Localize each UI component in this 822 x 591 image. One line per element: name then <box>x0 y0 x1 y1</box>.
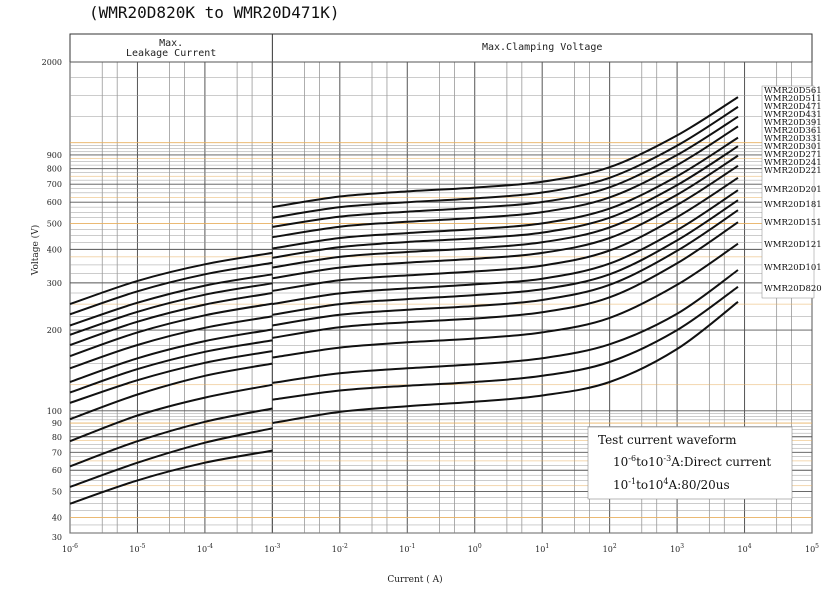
series-line-leakage-WMR20D151K <box>69 383 273 443</box>
series-label-WMR20D431K: WMR20D431K <box>764 110 822 120</box>
series-line-leakage-WMR20D361K <box>69 282 273 336</box>
y-tick-label: 300 <box>47 279 62 288</box>
series-line-leakage-WMR20D431K <box>69 261 273 316</box>
x-tick-label: 102 <box>603 543 617 554</box>
series-label-WMR20D301K: WMR20D301K <box>764 142 822 152</box>
y-tick-label: 2000 <box>42 58 62 67</box>
series-line-clamping-WMR20D181K <box>272 221 739 339</box>
series-line-clamping-WMR20D201K <box>272 209 739 327</box>
x-tick-label: 10-1 <box>399 543 415 554</box>
x-tick-label: 10-6 <box>62 543 78 554</box>
y-tick-label: 100 <box>47 407 62 416</box>
series-line-leakage-WMR20D101K <box>69 427 273 488</box>
legend-line-2: 10-6to10-3A:Direct current <box>613 454 771 469</box>
series-layer <box>69 96 739 505</box>
series-label-WMR20D511K: WMR20D511K <box>764 94 822 104</box>
series-label-WMR20D331K: WMR20D331K <box>764 134 822 144</box>
series-line-leakage-WMR20D271K <box>69 315 273 370</box>
series-label-layer: WMR20D820K WMR20D101K WMR20D121K WMR20D151K… <box>761 85 822 299</box>
series-label-WMR20D151K: WMR20D151K <box>764 218 822 228</box>
y-tick-label: 700 <box>47 180 62 189</box>
series-line-leakage-WMR20D241K <box>69 328 273 383</box>
series-label-WMR20D271K: WMR20D271K <box>764 150 822 160</box>
y-tick-label: 80 <box>52 433 62 442</box>
section-label-leakage: Max. <box>159 38 183 49</box>
series-line-clamping-WMR20D431K <box>272 125 739 239</box>
series-label-WMR20D201K: WMR20D201K <box>764 185 822 195</box>
x-tick-label: 10-4 <box>197 543 213 554</box>
chart-title: (WMR20D820K to WMR20D471K) <box>89 3 340 22</box>
legend-line-3: 10-1to104A:80/20us <box>613 477 730 492</box>
series-line-clamping-WMR20D121K <box>272 269 739 384</box>
y-tick-label: 900 <box>47 151 62 160</box>
x-tick-label: 105 <box>805 543 819 554</box>
series-line-leakage-WMR20D181K <box>69 362 273 421</box>
x-tick-label: 100 <box>468 543 482 554</box>
x-tick-label: 10-3 <box>264 543 280 554</box>
series-line-leakage-WMR20D331K <box>69 292 273 346</box>
y-tick-label: 800 <box>47 165 62 174</box>
y-tick-label: 90 <box>52 419 62 428</box>
series-label-WMR20D181K: WMR20D181K <box>764 200 822 210</box>
y-tick-label: 50 <box>52 487 62 496</box>
x-tick-label: 103 <box>670 543 684 554</box>
series-line-leakage-WMR20D201K <box>69 350 273 404</box>
y-tick-label: 400 <box>47 245 62 254</box>
legend-line-1: Test current waveform <box>598 433 737 447</box>
series-line-clamping-WMR20D221K <box>272 199 739 316</box>
series-line-leakage-WMR20D121K <box>69 407 273 468</box>
x-tick-label: 10-2 <box>332 543 348 554</box>
series-label-WMR20D101K: WMR20D101K <box>764 263 822 273</box>
y-tick-label: 500 <box>47 219 62 228</box>
x-tick-label: 104 <box>738 543 752 554</box>
legend-box: Test current waveform 10-6to10-3A:Direct … <box>587 426 793 500</box>
y-tick-label: 200 <box>47 326 62 335</box>
series-line-clamping-WMR20D391K <box>272 136 739 250</box>
y-tick-label: 600 <box>47 198 62 207</box>
y-tick-label: 60 <box>52 466 62 475</box>
y-axis-label: Voltage (V) <box>30 225 41 276</box>
series-line-leakage-WMR20D391K <box>69 273 273 327</box>
series-line-clamping-WMR20D361K <box>272 145 739 259</box>
series-label-WMR20D561K: WMR20D561K <box>764 86 822 96</box>
section-label-leakage: Leakage Current <box>126 48 216 59</box>
legend-frame <box>587 426 793 500</box>
series-line-clamping-WMR20D271K <box>272 176 739 292</box>
series-label-WMR20D241K: WMR20D241K <box>764 158 822 168</box>
series-line-clamping-WMR20D101K <box>272 285 739 401</box>
y-tick-label: 70 <box>52 448 62 457</box>
tick-layer: 10-6 10-5 10-4 10-3 10-2 10-1 100 101 102 103 104 1… <box>42 58 820 554</box>
series-line-leakage-WMR20D471K <box>69 251 273 306</box>
x-tick-label: 101 <box>535 543 549 554</box>
series-line-leakage-WMR20D221K <box>69 339 273 394</box>
series-line-leakage-WMR20D820K <box>69 449 273 505</box>
series-line-clamping-WMR20D511K <box>272 106 739 219</box>
x-axis-label: Current ( A) <box>387 574 442 585</box>
y-tick-label: 40 <box>52 513 62 522</box>
x-tick-label: 10-5 <box>129 543 145 554</box>
section-label-clamping: Max.Clamping Voltage <box>482 42 602 53</box>
series-label-WMR20D471K: WMR20D471K <box>764 102 822 112</box>
series-label-WMR20D391K: WMR20D391K <box>764 118 822 128</box>
series-line-clamping-WMR20D561K <box>272 96 739 209</box>
series-line-clamping-WMR20D820K <box>272 301 739 424</box>
y-tick-label: 30 <box>52 533 62 542</box>
series-label-WMR20D221K: WMR20D221K <box>764 166 822 176</box>
section-header: Max.Leakage Current Max.Clamping Voltage <box>126 38 602 59</box>
series-line-clamping-WMR20D331K <box>272 154 739 269</box>
series-label-WMR20D361K: WMR20D361K <box>764 126 822 136</box>
series-line-leakage-WMR20D301K <box>69 302 273 358</box>
series-line-clamping-WMR20D151K <box>272 242 739 359</box>
series-label-WMR20D820K: WMR20D820K <box>764 284 822 294</box>
series-line-clamping-WMR20D301K <box>272 164 739 280</box>
series-label-WMR20D121K: WMR20D121K <box>764 240 822 250</box>
series-label-panel <box>761 85 815 299</box>
series-line-clamping-WMR20D471K <box>272 115 739 228</box>
series-line-clamping-WMR20D241K <box>272 189 739 306</box>
